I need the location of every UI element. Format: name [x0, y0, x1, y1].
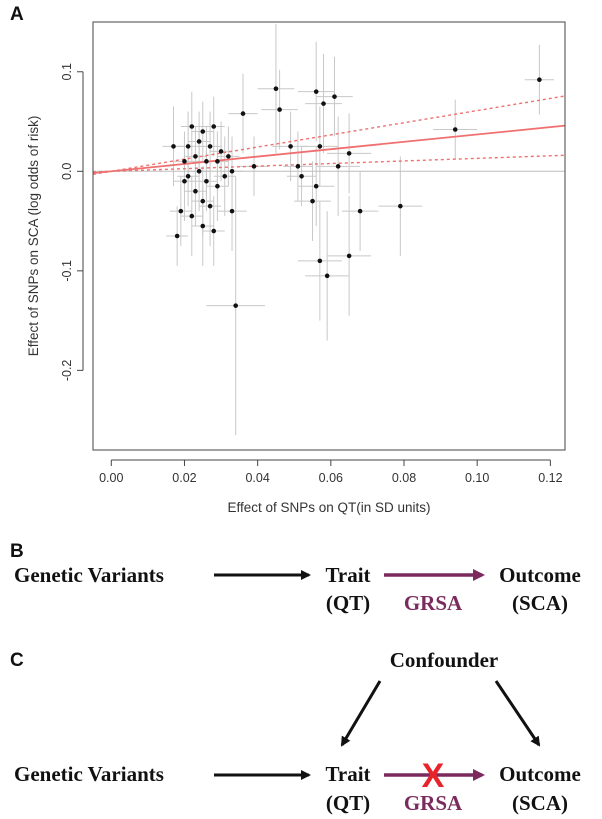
- data-point: [346, 151, 352, 156]
- data-point: [321, 101, 326, 106]
- data-point: [398, 203, 403, 209]
- data-point: [178, 208, 184, 214]
- diagram-b: Genetic Variants Trait (QT) GRSA Outcome…: [14, 563, 581, 615]
- data-point: [174, 233, 180, 239]
- x-tick-label: 0.06: [319, 471, 343, 485]
- data-point: [200, 223, 206, 229]
- data-point: [324, 273, 330, 279]
- y-axis-title: Effect of SNPs on SCA (log odds of risk): [26, 116, 41, 357]
- data-point: [211, 124, 217, 129]
- x-axis: 0.00 0.02 0.04 0.06 0.08 0.10 0.12: [99, 459, 563, 485]
- plot-frame: [92, 21, 566, 451]
- data-point: [207, 203, 213, 209]
- data-point: [185, 173, 191, 179]
- data-point: [229, 208, 235, 214]
- y-tick-label: -0.1: [60, 260, 74, 282]
- data-point: [295, 164, 301, 169]
- y-axis: 0.1 0.0 -0.1 -0.2: [60, 63, 84, 382]
- panel-label-b: B: [10, 541, 24, 562]
- x-tick-label: 0.08: [392, 471, 416, 485]
- data-point: [204, 178, 209, 184]
- data-point: [200, 198, 206, 204]
- data-point: [182, 178, 187, 184]
- b-genetic-variants: Genetic Variants: [14, 563, 164, 587]
- data-point: [251, 164, 257, 169]
- data-point: [332, 94, 337, 99]
- data-point: [357, 208, 363, 214]
- data-point: [204, 159, 209, 164]
- data-point: [317, 144, 323, 149]
- c-outcome: Outcome: [499, 762, 581, 786]
- b-trait-sub: (QT): [326, 591, 370, 615]
- c-trait-sub: (QT): [326, 791, 370, 815]
- fit-line: [92, 124, 566, 175]
- data-points: [171, 77, 542, 308]
- data-point: [452, 127, 458, 132]
- b-outcome: Outcome: [499, 563, 581, 587]
- c-trait: Trait: [325, 762, 370, 786]
- data-point: [182, 159, 187, 164]
- data-point: [240, 111, 246, 116]
- data-point: [196, 169, 202, 174]
- panel-label-a: A: [10, 4, 24, 25]
- data-point: [233, 303, 238, 308]
- y-tick-label: 0.0: [60, 163, 74, 180]
- x-tick-label: 0.04: [245, 471, 269, 485]
- c-confounder: Confounder: [390, 648, 499, 672]
- data-point: [218, 149, 224, 154]
- c-outcome-sub: (SCA): [512, 791, 568, 815]
- data-point: [193, 154, 198, 159]
- c-cross-mark: X: [422, 757, 445, 795]
- x-tick-label: 0.10: [465, 471, 489, 485]
- data-point: [226, 154, 231, 159]
- data-point: [200, 129, 206, 134]
- data-point: [189, 213, 195, 219]
- ci-lower-line: [92, 154, 566, 173]
- data-point: [229, 169, 235, 174]
- scatter-chart: 0.00 0.02 0.04 0.06 0.08 0.10 0.12 0.1 0.0 -0.1 -…: [26, 21, 566, 515]
- ci-upper-line: [92, 95, 566, 176]
- y-tick-label: -0.2: [60, 360, 74, 382]
- data-point: [222, 173, 228, 179]
- data-point: [196, 139, 202, 144]
- panel-label-c: C: [10, 650, 24, 671]
- data-point: [346, 253, 352, 259]
- b-grsa-label: GRSA: [404, 591, 463, 615]
- data-point: [207, 144, 213, 149]
- data-point: [277, 107, 282, 112]
- x-tick-label: 0.12: [538, 471, 562, 485]
- data-point: [189, 124, 195, 129]
- data-point: [288, 144, 293, 149]
- data-point: [537, 77, 542, 83]
- c-confounder-to-outcome-arrow: [494, 680, 541, 747]
- c-genetic-variants: Genetic Variants: [14, 762, 164, 786]
- c-confounder-to-trait-arrow: [340, 680, 382, 747]
- diagram-c: Confounder Genetic Variants Trait (QT) X…: [14, 648, 581, 815]
- y-tick-label: 0.1: [60, 63, 74, 80]
- data-point: [211, 228, 217, 234]
- data-point: [299, 173, 304, 179]
- data-point: [215, 183, 220, 189]
- data-point: [193, 188, 198, 194]
- data-point: [335, 164, 341, 169]
- b-outcome-sub: (SCA): [512, 591, 568, 615]
- data-point: [310, 198, 315, 204]
- data-point: [185, 144, 191, 149]
- x-axis-title: Effect of SNPs on QT(in SD units): [227, 500, 430, 515]
- data-point: [215, 159, 220, 164]
- b-trait: Trait: [325, 563, 370, 587]
- data-point: [317, 258, 323, 264]
- data-point: [273, 86, 279, 91]
- data-point: [171, 144, 176, 149]
- x-tick-label: 0.02: [172, 471, 196, 485]
- data-point: [313, 183, 319, 189]
- c-grsa-label: GRSA: [404, 791, 463, 815]
- data-point: [313, 89, 319, 94]
- x-tick-label: 0.00: [99, 471, 123, 485]
